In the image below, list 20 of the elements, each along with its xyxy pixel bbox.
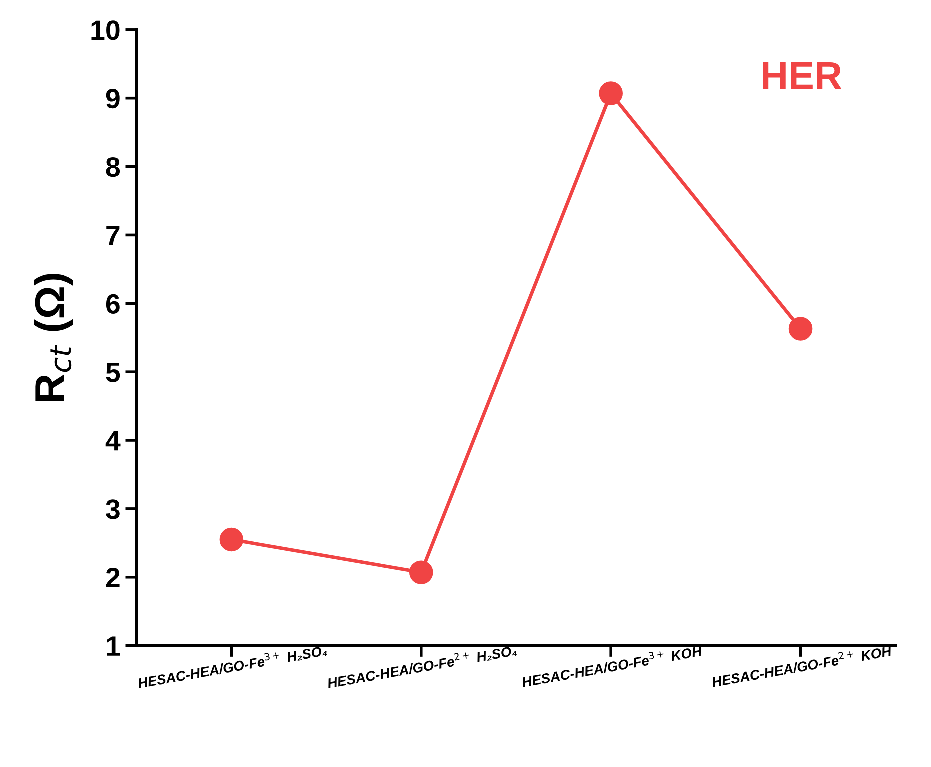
y-tick-label: 4 [106,431,121,451]
y-tick-label: 5 [106,363,120,382]
y-tick-label: 6 [106,294,120,314]
x-tick-label: HESAC-HEA/GO-Fe$^{2+}$ H₂SO₄ [326,642,518,689]
point [410,560,434,584]
x-tick-label: HESAC-HEA/GO-Fe$^{3+}$ H₂SO₄ [136,642,328,689]
annotation: HER [763,62,842,90]
y-tick-label: 1 [107,636,120,656]
point [220,528,244,552]
y-tick-label: 8 [106,157,120,178]
y-axis-title: R$_{ct}$ (Ω) [34,274,73,402]
point [788,317,813,341]
y-tick-label: 3 [106,500,120,520]
y-tick-label: 9 [106,89,120,109]
x-tick-label: HESAC-HEA/GO-Fe$^{3+}$ KOH [521,643,703,688]
x-tick-label: HESAC-HEA/GO-Fe$^{2+}$ KOH [710,643,893,688]
y-tick-label: 2 [106,568,120,588]
y-tick-label: 7 [106,226,120,246]
y-tick-label: 10 [92,20,120,40]
point [599,82,623,106]
